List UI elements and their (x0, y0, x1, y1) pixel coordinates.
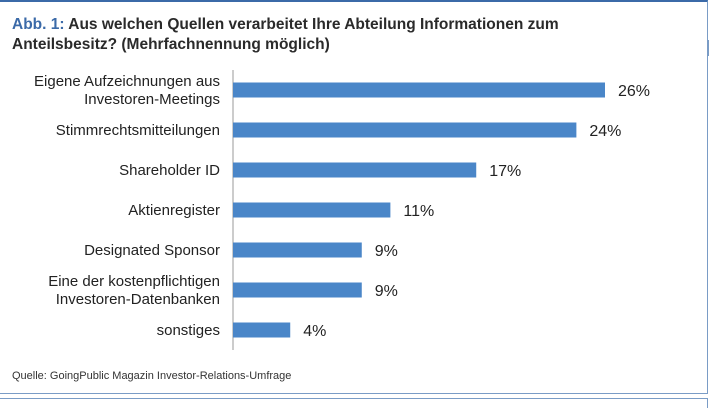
bar-5 (233, 282, 362, 298)
value-label-3: 11% (403, 203, 434, 220)
value-label-5: 9% (375, 283, 398, 300)
value-label-0: 26% (618, 83, 650, 100)
category-label-4: Designated Sponsor (84, 242, 220, 259)
bar-6 (233, 322, 291, 338)
source-note: Quelle: GoingPublic Magazin Investor-Rel… (12, 370, 292, 382)
category-label-6: sonstiges (157, 322, 220, 339)
category-label-5: Eine der kostenpflichtigen Investoren-Dat… (48, 273, 220, 308)
next-figure-frame (0, 398, 708, 408)
category-label-2: Shareholder ID (119, 162, 220, 179)
category-label-0: Eigene Aufzeichnungen aus Investoren-Meet… (34, 73, 220, 108)
value-label-6: 4% (303, 323, 326, 340)
category-label-1: Stimmrechtsmitteilungen (56, 122, 220, 139)
bar-0 (233, 82, 605, 98)
bar-3 (233, 202, 391, 218)
frame-edge (708, 40, 717, 56)
figure-frame (0, 0, 708, 394)
figure-number: Abb. 1: (12, 16, 65, 33)
figure-title: Abb. 1: Aus welchen Quellen verarbeitet … (12, 15, 652, 55)
bar-1 (233, 122, 577, 138)
value-label-2: 17% (489, 163, 521, 180)
bar-2 (233, 162, 477, 178)
category-label-3: Aktienregister (128, 202, 220, 219)
value-label-4: 9% (375, 243, 398, 260)
bar-4 (233, 242, 362, 258)
value-label-1: 24% (589, 123, 621, 140)
figure-title-text: Aus welchen Quellen verarbeitet Ihre Abt… (12, 16, 559, 53)
